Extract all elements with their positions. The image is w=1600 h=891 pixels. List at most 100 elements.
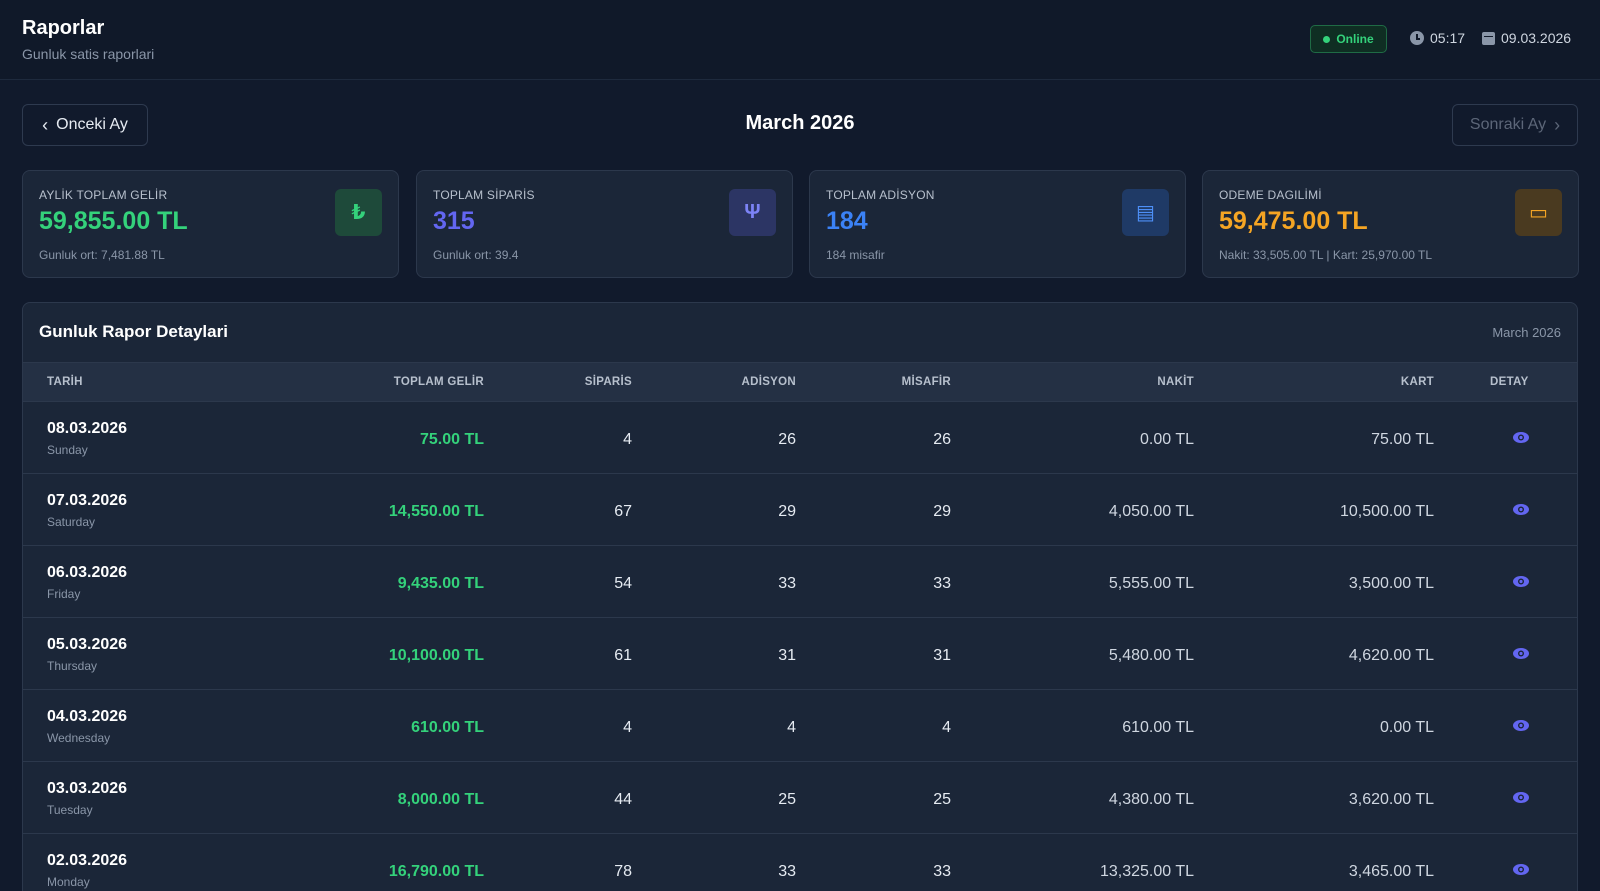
row-cash: 5,480.00 TL <box>1108 647 1194 664</box>
row-weekday: Wednesday <box>47 731 111 745</box>
row-checks: 31 <box>778 647 796 664</box>
next-month-label: Sonraki Ay <box>1469 116 1547 133</box>
view-detail-eye-icon[interactable] <box>1512 575 1530 588</box>
kpi-value: 59,855.00 TL <box>39 207 188 235</box>
chevron-left-icon: ‹ <box>42 115 49 135</box>
row-revenue: 8,000.00 TL <box>397 791 484 808</box>
kpi-subtext: Gunluk ort: 39.4 <box>433 248 519 262</box>
row-checks: 25 <box>778 791 796 808</box>
row-guests: 26 <box>933 431 951 448</box>
current-date: 09.03.2026 <box>1482 30 1571 46</box>
row-weekday: Tuesday <box>47 803 93 817</box>
view-detail-eye-icon[interactable] <box>1512 863 1530 876</box>
column-header-checks: ADİSYON <box>741 376 796 388</box>
row-orders: 67 <box>614 503 632 520</box>
page-title: Raporlar <box>22 17 105 39</box>
calendar-icon <box>1482 31 1495 45</box>
status-badge: Online <box>1310 25 1387 53</box>
row-orders: 44 <box>614 791 632 808</box>
row-card: 0.00 TL <box>1380 719 1434 736</box>
row-card: 10,500.00 TL <box>1339 503 1434 520</box>
row-weekday: Sunday <box>47 443 88 457</box>
row-cash: 5,555.00 TL <box>1108 575 1194 592</box>
credit-card-icon: ▭ <box>1515 189 1562 236</box>
row-guests: 33 <box>933 863 951 880</box>
current-month-title: March 2026 <box>745 112 855 134</box>
kpi-card-total-checks: TOPLAM ADİSYON 184 184 misafir ▤ <box>809 170 1186 278</box>
table-row: 02.03.2026 Monday 16,790.00 TL 78 33 33 … <box>23 834 1577 891</box>
row-revenue: 14,550.00 TL <box>388 503 484 520</box>
row-weekday: Monday <box>47 875 90 889</box>
view-detail-eye-icon[interactable] <box>1512 719 1530 732</box>
row-guests: 4 <box>942 719 951 736</box>
kpi-subtext: Gunluk ort: 7,481.88 TL <box>39 248 165 262</box>
row-cash: 0.00 TL <box>1140 431 1194 448</box>
row-card: 3,500.00 TL <box>1348 575 1434 592</box>
status-dot-icon <box>1323 35 1331 43</box>
kpi-label: ODEME DAGILİMİ <box>1219 188 1322 202</box>
row-date: 05.03.2026 <box>47 636 128 653</box>
row-date: 06.03.2026 <box>47 564 128 581</box>
row-weekday: Friday <box>47 587 81 601</box>
table-header: TARİH TOPLAM GELİR SİPARİS ADİSYON MİSAF… <box>23 362 1577 402</box>
row-date: 02.03.2026 <box>47 852 128 869</box>
row-guests: 25 <box>933 791 951 808</box>
previous-month-button[interactable]: ‹ Onceki Ay <box>22 104 148 146</box>
view-detail-eye-icon[interactable] <box>1512 647 1530 660</box>
kpi-card-payment-split: ODEME DAGILİMİ 59,475.00 TL Nakit: 33,50… <box>1202 170 1579 278</box>
row-card: 3,620.00 TL <box>1348 791 1434 808</box>
table-title: Gunluk Rapor Detaylari <box>39 322 228 341</box>
kpi-value: 184 <box>826 207 868 235</box>
kpi-label: TOPLAM ADİSYON <box>826 188 935 202</box>
view-detail-eye-icon[interactable] <box>1512 431 1530 444</box>
row-cash: 4,380.00 TL <box>1108 791 1194 808</box>
row-cash: 4,050.00 TL <box>1108 503 1194 520</box>
kpi-label: AYLİK TOPLAM GELİR <box>39 188 168 202</box>
chevron-right-icon: › <box>1554 115 1561 135</box>
kpi-card-monthly-revenue: AYLİK TOPLAM GELİR 59,855.00 TL Gunluk o… <box>22 170 399 278</box>
row-checks: 33 <box>778 575 796 592</box>
clock-icon <box>1410 31 1424 45</box>
row-revenue: 16,790.00 TL <box>388 863 484 880</box>
row-guests: 33 <box>933 575 951 592</box>
kpi-subtext: 184 misafir <box>826 248 885 262</box>
column-header-detail: DETAY <box>1490 376 1529 388</box>
row-card: 75.00 TL <box>1371 431 1434 448</box>
row-guests: 29 <box>933 503 951 520</box>
clock-time: 05:17 <box>1430 30 1466 46</box>
previous-month-label: Onceki Ay <box>56 116 128 133</box>
status-label: Online <box>1336 32 1374 46</box>
kpi-value: 59,475.00 TL <box>1219 207 1368 235</box>
table-row: 08.03.2026 Sunday 75.00 TL 4 26 26 0.00 … <box>23 402 1577 474</box>
table-row: 05.03.2026 Thursday 10,100.00 TL 61 31 3… <box>23 618 1577 690</box>
row-guests: 31 <box>933 647 951 664</box>
row-weekday: Saturday <box>47 515 96 529</box>
kpi-value: 315 <box>433 207 475 235</box>
row-orders: 78 <box>614 863 632 880</box>
top-bar: Raporlar Gunluk satis raporlari Online 0… <box>0 0 1600 80</box>
row-cash: 610.00 TL <box>1122 719 1194 736</box>
next-month-button[interactable]: Sonraki Ay › <box>1452 104 1578 146</box>
column-header-cash: NAKİT <box>1157 376 1194 388</box>
utensils-icon: Ψ <box>729 189 776 236</box>
lira-icon: ₺ <box>335 189 382 236</box>
row-card: 4,620.00 TL <box>1348 647 1434 664</box>
view-detail-eye-icon[interactable] <box>1512 503 1530 516</box>
row-checks: 4 <box>787 719 796 736</box>
column-header-revenue: TOPLAM GELİR <box>393 376 484 388</box>
daily-report-table-card: Gunluk Rapor Detaylari March 2026 TARİH … <box>22 302 1578 891</box>
row-orders: 54 <box>614 575 632 592</box>
row-weekday: Thursday <box>47 659 98 673</box>
row-revenue: 75.00 TL <box>419 431 484 448</box>
row-cash: 13,325.00 TL <box>1099 863 1194 880</box>
row-checks: 33 <box>778 863 796 880</box>
view-detail-eye-icon[interactable] <box>1512 791 1530 804</box>
row-date: 08.03.2026 <box>47 420 128 437</box>
row-checks: 29 <box>778 503 796 520</box>
table-row: 04.03.2026 Wednesday 610.00 TL 4 4 4 610… <box>23 690 1577 762</box>
column-header-card: KART <box>1400 376 1434 388</box>
table-row: 03.03.2026 Tuesday 8,000.00 TL 44 25 25 … <box>23 762 1577 834</box>
column-header-date: TARİH <box>47 376 83 388</box>
row-revenue: 9,435.00 TL <box>397 575 484 592</box>
row-orders: 61 <box>614 647 632 664</box>
